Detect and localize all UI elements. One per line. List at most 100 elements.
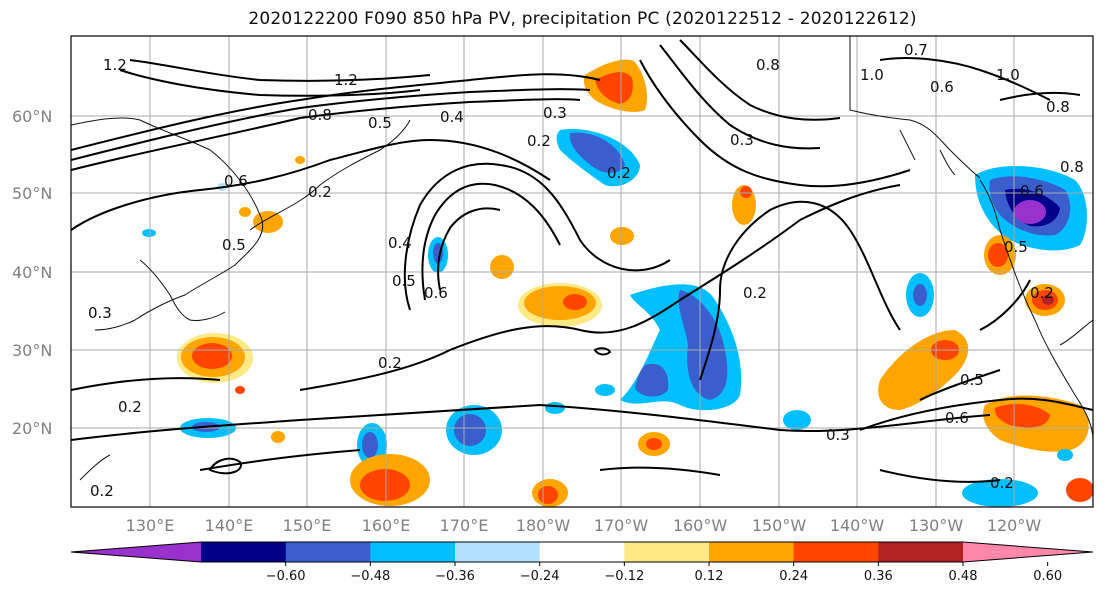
contour-label: 0.3: [543, 104, 567, 122]
lon-label: 130°E: [126, 516, 175, 535]
colorbar-tick-label: −0.36: [435, 569, 475, 584]
contour-label: 0.8: [1046, 98, 1070, 116]
colorbar-tick-label: 0.36: [864, 569, 893, 584]
colorbar-segment: [793, 542, 879, 562]
colorbar-segment: [285, 542, 371, 562]
contour-label: 0.2: [118, 398, 142, 416]
contour-label: 0.3: [88, 304, 112, 322]
lon-label: 120°W: [987, 516, 1042, 535]
contour-label: 0.5: [368, 114, 392, 132]
shading-patch: [620, 284, 742, 411]
colorbar-segment: [370, 542, 456, 562]
lat-label: 20°N: [12, 419, 52, 438]
shading-patch: [975, 165, 1087, 251]
shading-patch: [350, 454, 430, 506]
lon-label: 160°W: [673, 516, 728, 535]
contour-label: 0.5: [392, 272, 416, 290]
colorbar-outline: [70, 541, 1094, 563]
colorbar-extension-low: [71, 542, 201, 562]
lon-label: 150°W: [752, 516, 807, 535]
colorbar-segment: [455, 542, 541, 562]
colorbar-segment: [624, 542, 710, 562]
shading-patch: [518, 283, 602, 327]
shading-patch: [253, 211, 283, 233]
contour-label: 0.6: [224, 172, 248, 190]
shading-patch: [490, 255, 514, 279]
shading-patch: [906, 273, 934, 317]
contour-label: 0.2: [527, 132, 551, 150]
contour-label: 0.2: [90, 482, 114, 500]
lon-label: 140°E: [205, 516, 254, 535]
contour-label: 0.2: [607, 164, 631, 182]
map-title: 2020122200 F090 850 hPa PV, precipitatio…: [248, 9, 917, 29]
contour-label: 0.8: [308, 106, 332, 124]
colorbar-segment: [878, 542, 964, 562]
contour-label: 0.6: [945, 409, 969, 427]
shading-patch: [532, 479, 568, 507]
contour-label: 0.5: [1004, 238, 1028, 256]
longitude-labels: 130°E 140°E 150°E 160°E 170°E 180°W 170°…: [126, 516, 1042, 535]
contour-label: 0.4: [388, 234, 412, 252]
contour-label: 0.3: [730, 131, 754, 149]
colorbar-segment: [709, 542, 795, 562]
contour-label: 1.0: [860, 66, 884, 84]
contour-labels: 1.2 1.2 0.8 0.8 0.5 0.4 0.3 0.2 0.2 0.6 …: [88, 41, 1084, 500]
lon-label: 150°E: [283, 516, 332, 535]
shading-patch: [732, 185, 756, 225]
shading-patch: [983, 395, 1089, 452]
colorbar-extension-high: [963, 542, 1093, 562]
lon-label: 130°W: [909, 516, 964, 535]
shading-patch: [446, 405, 502, 455]
colorbar-segment: [201, 542, 287, 562]
shading-patch: [1025, 284, 1065, 316]
lon-label: 170°W: [594, 516, 649, 535]
contour-label: 0.2: [990, 474, 1014, 492]
precipitation-shading: [142, 59, 1093, 507]
contour-label: 0.8: [1060, 158, 1084, 176]
lon-label: 140°W: [830, 516, 885, 535]
lat-label: 50°N: [12, 184, 52, 203]
shading-patch: [583, 59, 647, 112]
colorbar-tick-label: 0.12: [695, 569, 724, 584]
contour-label: 0.2: [743, 284, 767, 302]
graticule: [71, 36, 1093, 507]
colorbar-segment: [539, 542, 625, 562]
colorbar-tick-label: −0.60: [266, 569, 306, 584]
lon-label: 160°E: [362, 516, 411, 535]
shading-patch: [556, 129, 640, 187]
colorbar: −0.60 −0.48 −0.36 −0.24 −0.12 0.12 0.24 0.36 0.4…: [70, 541, 1094, 584]
lat-label: 60°N: [12, 107, 52, 126]
contour-label: 1.0: [996, 66, 1020, 84]
colorbar-tick-label: −0.48: [350, 569, 390, 584]
lon-label: 180°W: [516, 516, 571, 535]
lat-label: 30°N: [12, 341, 52, 360]
colorbar-tick-label: 0.60: [1033, 569, 1062, 584]
colorbar-tick-label: 0.24: [779, 569, 808, 584]
contour-label: 0.8: [756, 56, 780, 74]
contour-label: 0.6: [1020, 182, 1044, 200]
shading-patch: [177, 333, 253, 383]
shading-patch: [271, 431, 285, 443]
latitude-labels: 60°N 50°N 40°N 30°N 20°N: [12, 107, 52, 438]
contour-label: 0.5: [222, 236, 246, 254]
contour-label: 0.4: [440, 108, 464, 126]
coastlines: [71, 36, 1093, 481]
shading-patch: [545, 227, 811, 456]
lat-label: 40°N: [12, 263, 52, 282]
contour-label: 0.5: [960, 371, 984, 389]
colorbar-tick-label: −0.12: [604, 569, 644, 584]
pv-contours: [71, 39, 1093, 483]
contour-label: 0.6: [424, 284, 448, 302]
contour-label: 0.6: [930, 78, 954, 96]
shading-patch: [428, 237, 448, 273]
colorbar-tick-label: −0.24: [520, 569, 560, 584]
contour-label: 0.3: [826, 426, 850, 444]
contour-label: 0.7: [904, 41, 928, 59]
colorbar-tick-label: 0.48: [949, 569, 978, 584]
contour-label: 1.2: [103, 56, 127, 74]
contour-label: 0.2: [378, 354, 402, 372]
shading-patch: [962, 449, 1093, 507]
lon-label: 170°E: [440, 516, 489, 535]
contour-label: 0.2: [308, 183, 332, 201]
